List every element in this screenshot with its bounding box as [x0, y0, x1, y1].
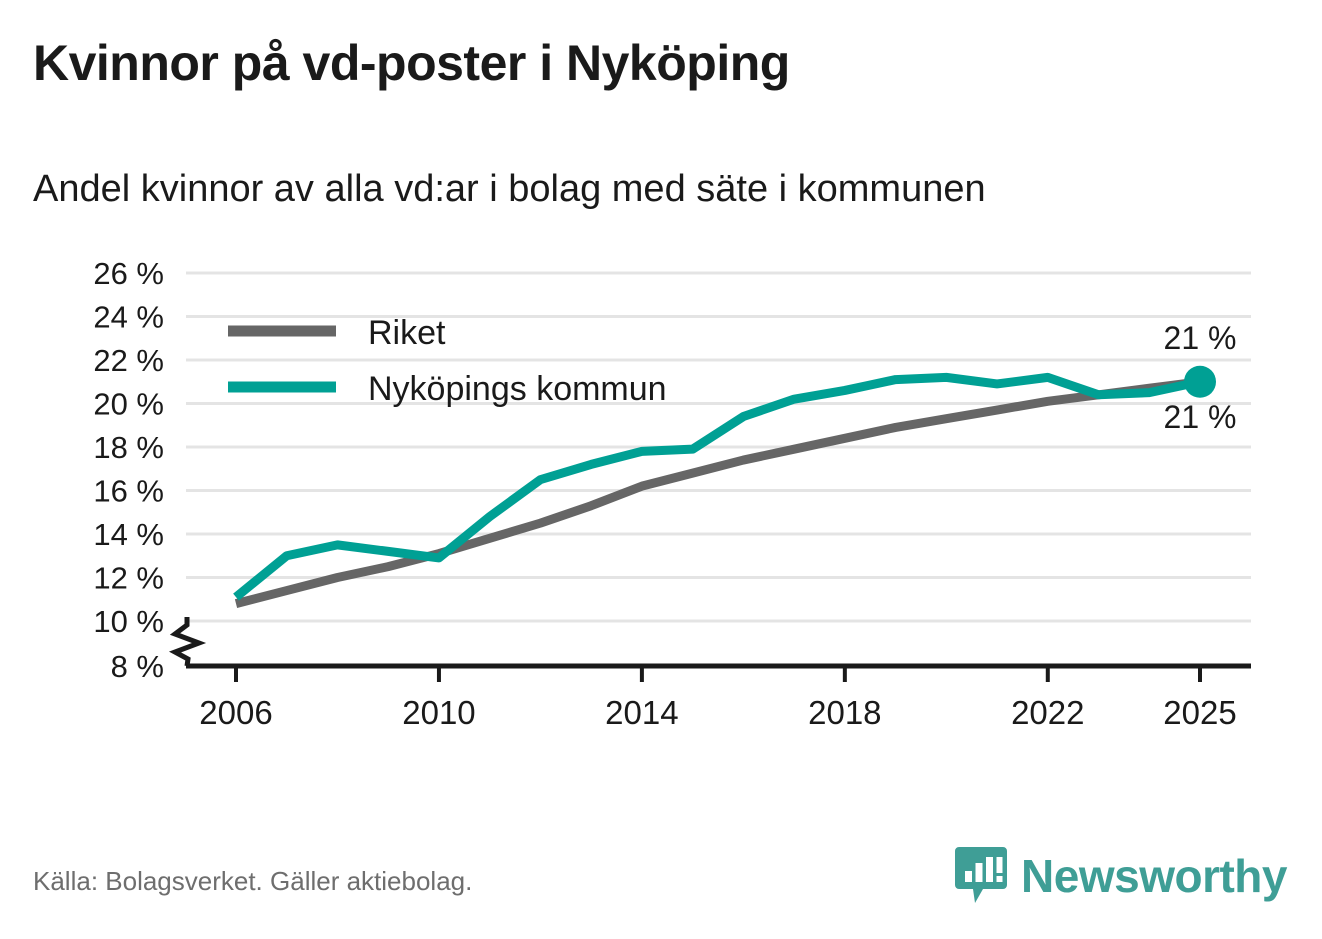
page-subtitle: Andel kvinnor av alla vd:ar i bolag med … [33, 168, 986, 210]
y-axis-tick-label: 14 % [93, 517, 164, 552]
y-axis-tick-label: 12 % [93, 561, 164, 596]
x-axis-tick-label: 2018 [808, 694, 881, 731]
x-axis-tick-label: 2010 [402, 694, 475, 731]
y-axis-tick-label: 24 % [93, 300, 164, 335]
series-endpoint-marker [1184, 365, 1216, 398]
y-axis-tick-label: 22 % [93, 343, 164, 378]
y-axis-tick-label: 26 % [93, 256, 164, 291]
y-axis-tick-label: 16 % [93, 474, 164, 509]
legend-label-riket: Riket [368, 314, 446, 352]
highlight-end-label: 21 % [1164, 320, 1237, 356]
newsworthy-wordmark: Newsworthy [1021, 850, 1287, 902]
x-axis-tick-label: 2025 [1163, 694, 1236, 731]
y-axis-tick-label: 10 % [93, 604, 164, 639]
x-axis-tick-label: 2022 [1011, 694, 1084, 731]
reference-end-label: 21 % [1164, 399, 1237, 435]
y-axis-tick-label: 8 % [111, 649, 164, 684]
y-axis-tick-label: 18 % [93, 430, 164, 465]
newsworthy-logo: Newsworthy [953, 845, 1287, 907]
legend-label-kommun: Nyköpings kommun [368, 370, 667, 408]
y-axis-tick-label: 20 % [93, 387, 164, 422]
x-axis-tick-label: 2014 [605, 694, 678, 731]
source-note: Källa: Bolagsverket. Gäller aktiebolag. [33, 866, 473, 896]
x-axis-tick-label: 2006 [199, 694, 272, 731]
series-line-kommun [233, 372, 1201, 601]
series-line-riket [234, 377, 1201, 608]
newsworthy-logo-icon [955, 847, 1008, 903]
page-title: Kvinnor på vd-poster i Nyköping [33, 35, 790, 91]
y-axis-break-marker [168, 617, 207, 667]
